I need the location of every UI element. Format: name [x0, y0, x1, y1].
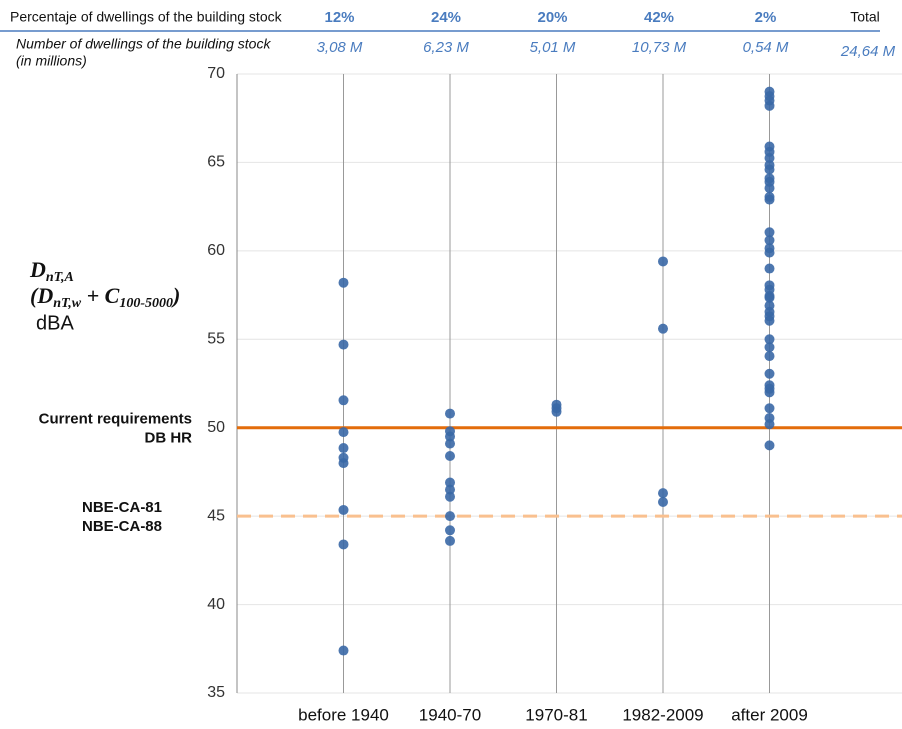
y-tick-label: 60	[207, 242, 225, 259]
y-label-part: nT,A	[46, 270, 74, 285]
data-point	[445, 484, 455, 495]
data-point	[764, 334, 775, 345]
data-point	[445, 525, 455, 536]
data-point	[764, 342, 775, 353]
data-point	[445, 535, 455, 546]
data-point	[764, 368, 775, 379]
data-point	[658, 488, 668, 499]
reference-label: DB HR	[145, 430, 193, 447]
data-point	[338, 277, 349, 288]
reference-label: Current requirements	[39, 411, 192, 428]
data-point	[764, 247, 775, 258]
header-value: 24%	[431, 9, 461, 26]
header-value: 10,73 M	[632, 39, 687, 56]
y-label-part: nT,w	[53, 296, 82, 311]
y-tick-label: 35	[207, 684, 225, 701]
data-point	[658, 256, 668, 267]
header-value: 0,54 M	[743, 39, 789, 56]
y-tick-label: 55	[207, 331, 225, 348]
header-label: Number of dwellings of the building stoc…	[16, 36, 271, 52]
y-label-part: )	[171, 283, 180, 308]
x-tick-label: before 1940	[298, 705, 389, 724]
data-point	[764, 235, 775, 246]
data-point	[445, 491, 455, 502]
x-tick-label: 1940-70	[419, 705, 481, 724]
data-point	[764, 164, 775, 175]
header-label: (in millions)	[16, 53, 87, 69]
header-value: 20%	[537, 9, 567, 26]
data-point	[764, 227, 775, 238]
y-label-part: (D	[30, 283, 53, 308]
data-point	[338, 458, 349, 469]
data-point	[764, 153, 775, 164]
header-value: 2%	[755, 9, 777, 26]
header-label: Percentaje of dwellings of the building …	[10, 9, 283, 25]
data-point	[338, 395, 349, 406]
x-tick-label: 1970-81	[525, 705, 587, 724]
data-point	[658, 496, 668, 507]
data-point	[445, 408, 455, 419]
data-point	[551, 406, 562, 417]
data-point	[764, 263, 775, 274]
data-point	[445, 477, 455, 488]
data-point	[338, 645, 349, 656]
header-value: 42%	[644, 9, 674, 26]
data-point	[338, 443, 349, 454]
data-point	[445, 431, 455, 442]
data-point	[445, 438, 455, 449]
data-point	[764, 183, 775, 194]
y-axis-unit: dBA	[36, 312, 74, 334]
data-point	[338, 427, 349, 438]
data-point	[764, 315, 775, 326]
header-total: 24,64 M	[840, 43, 896, 60]
x-tick-label: 1982-2009	[622, 705, 703, 724]
reference-label: NBE-CA-88	[82, 518, 162, 535]
data-point	[658, 323, 668, 334]
header-value: 5,01 M	[530, 39, 576, 56]
y-label-part: D	[29, 257, 46, 282]
y-tick-label: 65	[207, 154, 225, 171]
data-point	[764, 100, 775, 111]
data-point	[764, 387, 775, 398]
y-axis-label: (DnT,w + C100-5000)	[30, 283, 180, 311]
data-point	[764, 194, 775, 205]
data-point	[764, 403, 775, 414]
header-value: 3,08 M	[317, 39, 363, 56]
data-point	[764, 440, 775, 451]
reference-label: NBE-CA-81	[82, 499, 162, 516]
y-tick-label: 40	[207, 596, 225, 613]
y-label-part: + C	[81, 283, 120, 308]
data-point	[338, 504, 349, 515]
header-value: 12%	[324, 9, 354, 26]
y-tick-label: 45	[207, 507, 225, 524]
y-label-part: 100-5000	[119, 296, 173, 311]
data-point	[764, 351, 775, 362]
data-point	[764, 292, 775, 303]
y-tick-label: 70	[207, 65, 225, 82]
data-point	[764, 419, 775, 430]
y-axis-label: DnT,A	[29, 257, 74, 285]
data-point	[338, 539, 349, 550]
header-value: 6,23 M	[423, 39, 469, 56]
y-tick-label: 50	[207, 419, 225, 436]
x-tick-label: after 2009	[731, 705, 808, 724]
data-point	[445, 451, 455, 462]
data-point	[338, 339, 349, 350]
data-point	[445, 511, 455, 522]
header-total: Total	[850, 9, 880, 25]
